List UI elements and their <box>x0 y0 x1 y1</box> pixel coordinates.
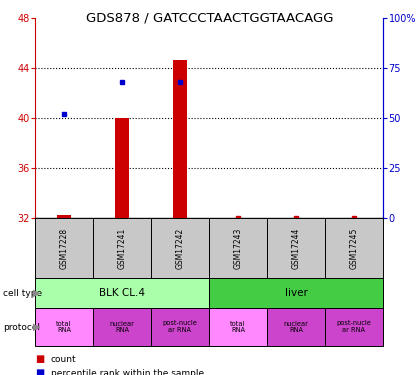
Text: ■: ■ <box>35 368 44 375</box>
Text: ▶: ▶ <box>33 322 41 332</box>
Text: nuclear
RNA: nuclear RNA <box>110 321 134 333</box>
Text: total
RNA: total RNA <box>56 321 72 333</box>
Text: cell type: cell type <box>3 288 42 297</box>
Text: BLK CL.4: BLK CL.4 <box>99 288 145 298</box>
Text: post-nucle
ar RNA: post-nucle ar RNA <box>163 321 197 333</box>
Text: GSM17228: GSM17228 <box>60 227 68 268</box>
Text: nuclear
RNA: nuclear RNA <box>284 321 308 333</box>
Text: liver: liver <box>285 288 307 298</box>
Text: protocol: protocol <box>3 322 40 332</box>
Text: GSM17241: GSM17241 <box>118 227 126 268</box>
Text: GSM17245: GSM17245 <box>349 227 359 268</box>
Bar <box>173 60 187 218</box>
Bar <box>57 216 71 218</box>
Text: percentile rank within the sample: percentile rank within the sample <box>51 369 204 375</box>
Text: ■: ■ <box>35 354 44 364</box>
Text: total
RNA: total RNA <box>230 321 246 333</box>
Text: post-nucle
ar RNA: post-nucle ar RNA <box>336 321 371 333</box>
Text: count: count <box>51 355 76 364</box>
Text: ▶: ▶ <box>33 288 41 298</box>
Text: GSM17244: GSM17244 <box>291 227 300 268</box>
Text: GDS878 / GATCCCTAACTGGTAACAGG: GDS878 / GATCCCTAACTGGTAACAGG <box>86 11 334 24</box>
Text: GSM17242: GSM17242 <box>176 227 184 268</box>
Bar <box>115 118 129 218</box>
Text: GSM17243: GSM17243 <box>234 227 242 268</box>
